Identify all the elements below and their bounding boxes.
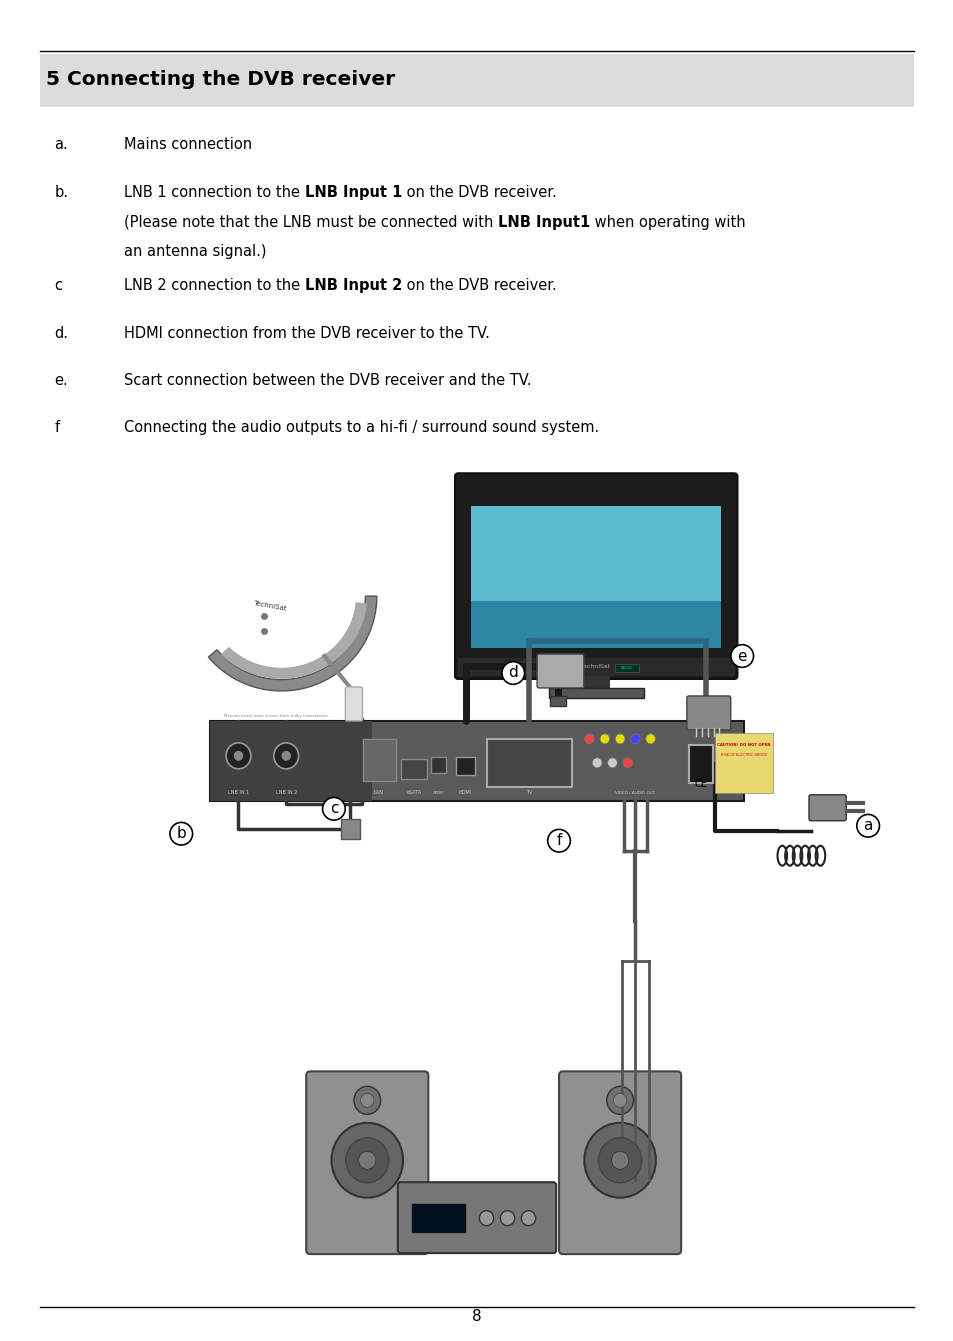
Text: (Please note that the LNB must be connected with: (Please note that the LNB must be connec…: [124, 215, 497, 229]
Bar: [615, 664, 639, 672]
Ellipse shape: [499, 1211, 514, 1226]
Text: b: b: [176, 826, 186, 841]
Bar: [471, 507, 720, 648]
Text: f: f: [556, 833, 561, 849]
Ellipse shape: [584, 734, 594, 744]
Ellipse shape: [583, 1122, 656, 1198]
Text: CAUTION! DO NOT OPEN: CAUTION! DO NOT OPEN: [717, 743, 770, 747]
Text: e.: e.: [54, 373, 68, 388]
Text: Connecting the audio outputs to a hi-fi / surround sound system.: Connecting the audio outputs to a hi-fi …: [124, 420, 598, 434]
FancyBboxPatch shape: [808, 795, 845, 821]
Ellipse shape: [520, 1211, 536, 1226]
Text: HDMI connection from the DVB receiver to the TV.: HDMI connection from the DVB receiver to…: [124, 326, 490, 341]
Ellipse shape: [360, 1093, 374, 1108]
Ellipse shape: [606, 1086, 633, 1114]
Text: when operating with: when operating with: [590, 215, 745, 229]
Ellipse shape: [281, 751, 291, 760]
Text: 8: 8: [472, 1309, 481, 1324]
Text: Manufactured under license from Dolby Laboratories.: Manufactured under license from Dolby La…: [224, 713, 329, 717]
Text: e: e: [737, 649, 746, 664]
FancyBboxPatch shape: [40, 54, 913, 107]
Text: LNB Input 1: LNB Input 1: [304, 185, 401, 200]
Text: c: c: [54, 278, 62, 292]
Text: RISK OF ELECTRIC SHOCK: RISK OF ELECTRIC SHOCK: [720, 752, 766, 756]
Ellipse shape: [233, 751, 243, 760]
Text: SPDIF: SPDIF: [433, 791, 444, 795]
Ellipse shape: [331, 1122, 402, 1198]
Text: eSATA: eSATA: [406, 790, 421, 795]
Text: Mains connection: Mains connection: [124, 137, 252, 152]
Text: TechniSat: TechniSat: [580, 665, 611, 669]
Text: a.: a.: [54, 137, 68, 152]
Ellipse shape: [615, 734, 624, 744]
Ellipse shape: [345, 1137, 388, 1183]
Bar: [582, 675, 609, 691]
Text: TV: TV: [526, 790, 532, 795]
Ellipse shape: [226, 743, 251, 768]
Text: VIDEO / AUDIO OUT: VIDEO / AUDIO OUT: [615, 791, 655, 795]
Text: 5 Connecting the DVB receiver: 5 Connecting the DVB receiver: [46, 70, 395, 89]
Bar: [688, 744, 712, 783]
Text: TechniSat: TechniSat: [253, 601, 287, 611]
FancyBboxPatch shape: [306, 1071, 428, 1254]
Text: CE: CE: [694, 779, 707, 789]
Text: on the DVB receiver.: on the DVB receiver.: [401, 185, 557, 200]
Text: d.: d.: [54, 326, 69, 341]
Text: 20:15: 20:15: [620, 666, 632, 670]
Bar: [715, 734, 772, 793]
FancyBboxPatch shape: [345, 687, 362, 721]
Bar: [548, 688, 643, 697]
FancyBboxPatch shape: [537, 654, 583, 688]
Text: an antenna signal.): an antenna signal.): [124, 244, 266, 259]
Ellipse shape: [613, 1093, 626, 1108]
Text: HDMI: HDMI: [458, 790, 472, 795]
Bar: [550, 696, 565, 705]
Text: d: d: [508, 665, 517, 680]
FancyBboxPatch shape: [210, 721, 743, 801]
Bar: [210, 721, 372, 801]
FancyBboxPatch shape: [397, 1183, 556, 1252]
Text: LAN: LAN: [374, 790, 383, 795]
Bar: [456, 756, 475, 775]
Ellipse shape: [611, 1152, 628, 1169]
Bar: [340, 819, 359, 838]
FancyBboxPatch shape: [686, 696, 730, 730]
Bar: [486, 739, 572, 787]
Ellipse shape: [645, 734, 655, 744]
Bar: [400, 759, 427, 779]
Ellipse shape: [630, 734, 639, 744]
Bar: [412, 1204, 464, 1232]
Ellipse shape: [354, 1086, 380, 1114]
Bar: [362, 739, 395, 780]
Ellipse shape: [607, 758, 617, 768]
Text: c: c: [330, 802, 337, 817]
Ellipse shape: [358, 1152, 375, 1169]
Bar: [431, 756, 446, 772]
Polygon shape: [220, 602, 367, 679]
Ellipse shape: [274, 743, 298, 768]
Text: LNB 1 connection to the: LNB 1 connection to the: [124, 185, 304, 200]
Text: LNB IN 2: LNB IN 2: [275, 790, 296, 795]
Text: LNB IN 1: LNB IN 1: [228, 790, 249, 795]
Text: f: f: [54, 420, 59, 434]
Text: a: a: [862, 818, 872, 833]
Ellipse shape: [478, 1211, 493, 1226]
Text: LNB Input1: LNB Input1: [497, 215, 590, 229]
FancyBboxPatch shape: [558, 1071, 680, 1254]
Ellipse shape: [592, 758, 601, 768]
Text: Scart connection between the DVB receiver and the TV.: Scart connection between the DVB receive…: [124, 373, 531, 388]
Bar: [471, 601, 720, 648]
Ellipse shape: [622, 758, 632, 768]
Ellipse shape: [598, 1137, 641, 1183]
Text: b.: b.: [54, 185, 69, 200]
Bar: [457, 658, 734, 676]
Text: LNB 2 connection to the: LNB 2 connection to the: [124, 278, 304, 292]
Polygon shape: [208, 597, 376, 691]
FancyBboxPatch shape: [455, 473, 737, 679]
Text: on the DVB receiver.: on the DVB receiver.: [401, 278, 557, 292]
Ellipse shape: [599, 734, 609, 744]
Text: LNB Input 2: LNB Input 2: [304, 278, 401, 292]
